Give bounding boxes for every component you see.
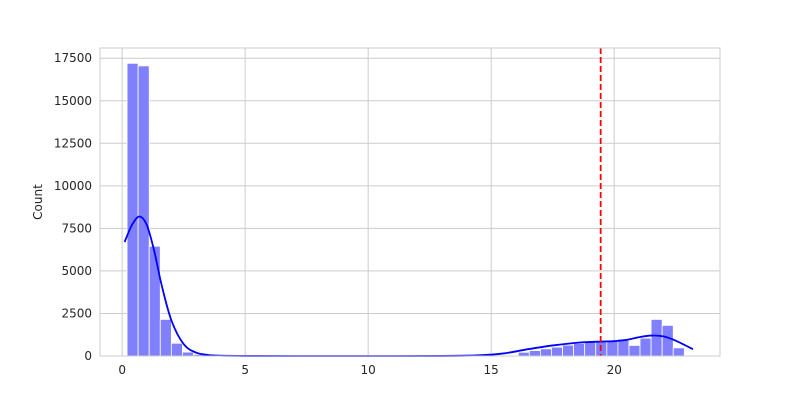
- grid-layer: [100, 48, 720, 357]
- histogram-bar: [126, 62, 139, 357]
- histogram-bar: [650, 319, 663, 357]
- x-tick-label: 15: [484, 363, 499, 377]
- histogram-bar: [584, 341, 597, 357]
- histogram-bar: [562, 344, 575, 357]
- x-tick-label: 20: [607, 363, 622, 377]
- histogram-bar: [661, 324, 674, 357]
- histogram-bar: [159, 319, 172, 357]
- y-axis-ticks: 0 2500 5000 7500 10000 12500 15000 17500: [54, 51, 92, 363]
- histogram-bar: [148, 245, 161, 357]
- histogram-bar: [551, 346, 563, 357]
- kde-curve-layer: [123, 215, 694, 357]
- histogram-bar: [539, 348, 552, 357]
- kde-curve: [123, 215, 694, 357]
- histogram-bar: [606, 340, 619, 357]
- histogram-bar: [628, 345, 641, 357]
- x-axis-ticks: 0 5 10 15 20: [118, 363, 622, 377]
- y-tick-label: 0: [84, 349, 92, 363]
- y-tick-label: 12500: [54, 136, 92, 150]
- histogram-bar: [137, 65, 150, 357]
- histogram-bar: [517, 351, 530, 357]
- histogram-bar: [672, 347, 685, 357]
- y-tick-label: 17500: [54, 51, 92, 65]
- x-tick-label: 5: [241, 363, 249, 377]
- y-tick-label: 10000: [54, 179, 92, 193]
- y-tick-label: 2500: [61, 306, 92, 320]
- plot-frame: [99, 47, 721, 357]
- histogram-bar: [639, 337, 652, 357]
- x-tick-label: 0: [118, 363, 126, 377]
- x-tick-label: 10: [361, 363, 376, 377]
- histogram-bar: [170, 342, 183, 357]
- y-tick-label: 15000: [54, 94, 92, 108]
- histogram-bar: [573, 343, 586, 357]
- histogram-bar: [528, 350, 541, 357]
- y-axis-label: Count: [31, 184, 45, 220]
- y-tick-label: 5000: [61, 264, 92, 278]
- histogram-bar: [182, 351, 194, 357]
- y-tick-label: 7500: [61, 221, 92, 235]
